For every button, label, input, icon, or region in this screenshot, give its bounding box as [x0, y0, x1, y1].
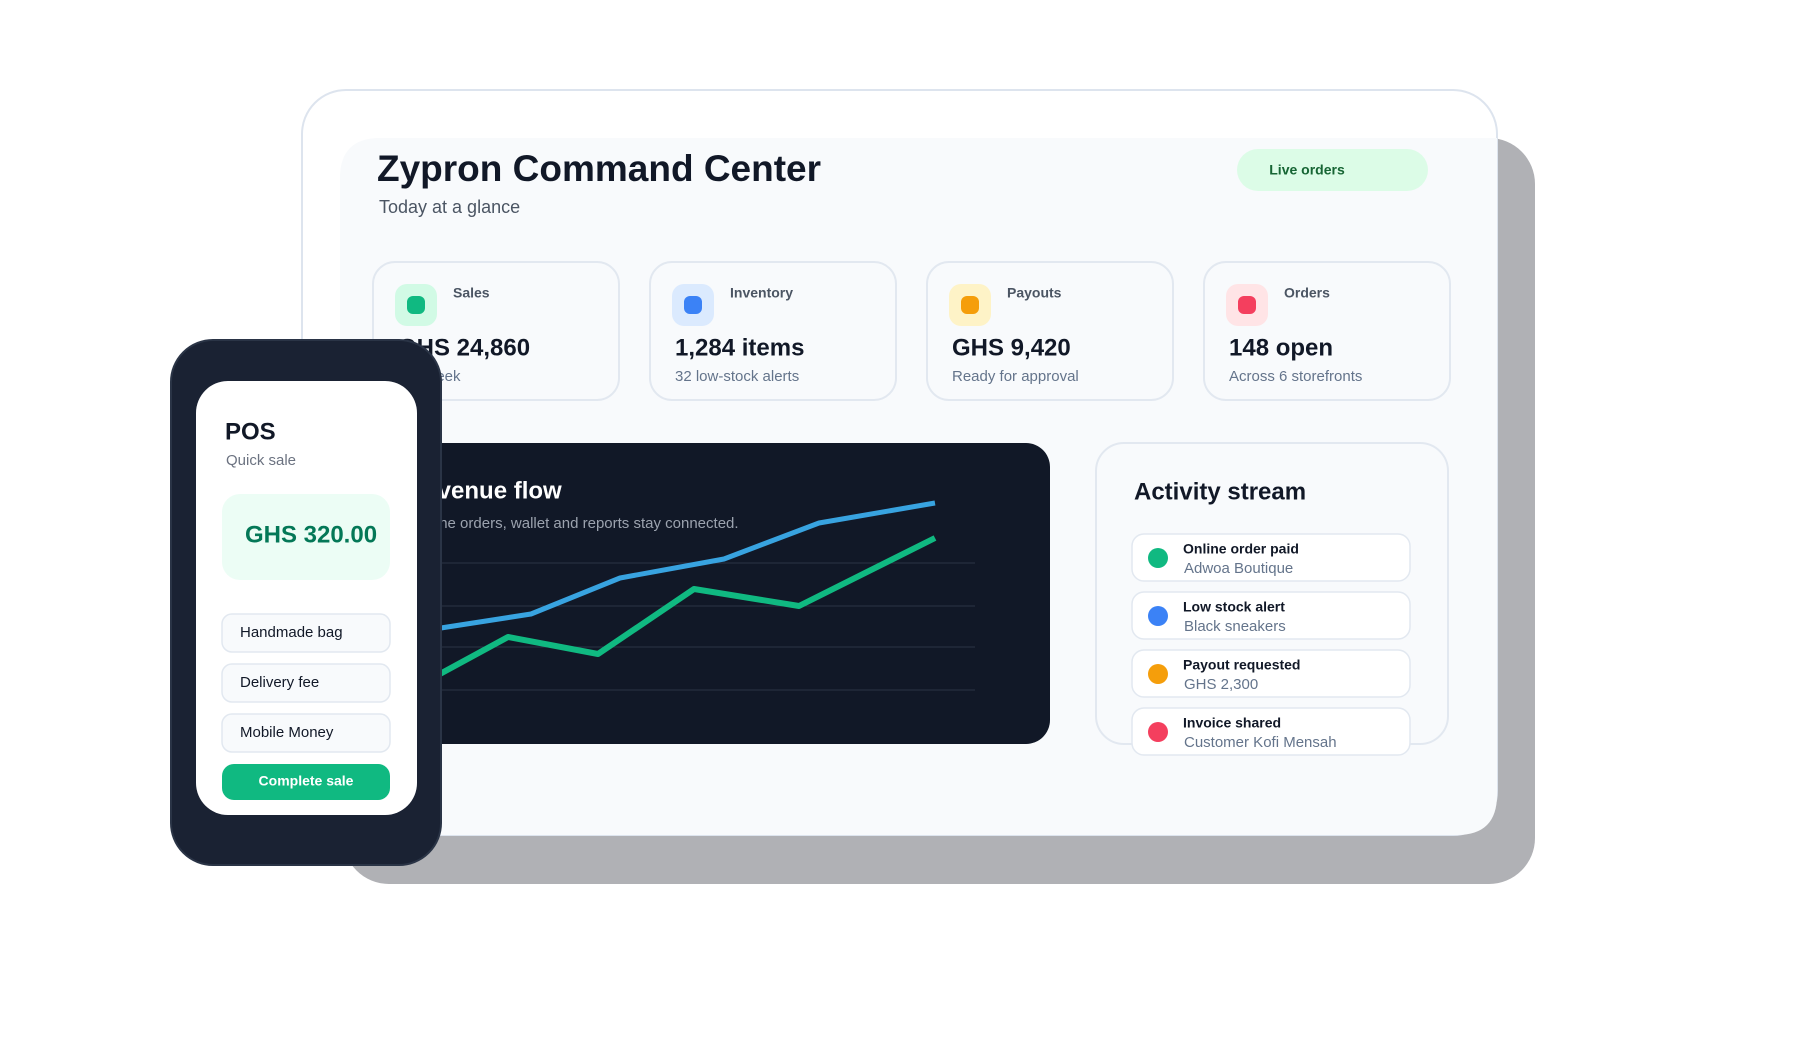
pos-item[interactable]	[221, 663, 391, 703]
pos-item-label: Delivery fee	[240, 674, 319, 691]
pos-item-label: Mobile Money	[240, 724, 334, 741]
pos-item[interactable]	[221, 613, 391, 653]
activity-item-title: Payout requested	[1183, 657, 1300, 673]
activity-item-detail: Black sneakers	[1184, 618, 1286, 635]
activity-dot	[1148, 548, 1168, 568]
pos-items: Handmade bag Delivery fee Mobile Money	[221, 613, 391, 753]
stat-value: 148 open	[1229, 334, 1333, 361]
revenue-line-green	[425, 535, 937, 684]
activity-list: Online order paid Adwoa Boutique Low stock…	[1131, 533, 1411, 756]
stat-icon	[961, 296, 979, 314]
activity-dot	[1148, 664, 1168, 684]
pos-subtitle: Quick sale	[226, 452, 296, 469]
activity-dot	[1148, 606, 1168, 626]
stat-icon	[407, 296, 425, 314]
activity-dot	[1148, 722, 1168, 742]
activity-item[interactable]	[1131, 533, 1411, 582]
pos-amount: GHS 320.00	[245, 521, 377, 548]
revenue-subtitle: Sales, online orders, wallet and reports…	[370, 515, 739, 532]
activity-item-detail: GHS 2,300	[1184, 676, 1258, 693]
revenue-line-blue	[414, 500, 936, 635]
stat-icon	[1238, 296, 1256, 314]
complete-sale-button[interactable]	[222, 764, 390, 800]
phone-screen	[196, 381, 417, 815]
activity-item[interactable]	[1131, 591, 1411, 640]
stat-icon	[684, 296, 702, 314]
activity-title: Activity stream	[1134, 478, 1306, 505]
subtitle: Today at a glance	[379, 197, 520, 217]
activity-item-detail: Customer Kofi Mensah	[1184, 734, 1337, 751]
stat-note: 32 low-stock alerts	[675, 368, 799, 385]
stat-note: Ready for approval	[952, 368, 1079, 385]
stat-note: Across 6 storefronts	[1229, 368, 1362, 385]
title: Zypron Command Center	[377, 148, 821, 189]
activity-item[interactable]	[1131, 707, 1411, 756]
pos-item[interactable]	[221, 713, 391, 753]
activity-item-title: Online order paid	[1183, 541, 1299, 557]
stat-label: Sales	[453, 285, 490, 301]
amount-box	[222, 494, 390, 580]
button-label[interactable]: Complete sale	[259, 773, 354, 789]
activity-item-detail: Adwoa Boutique	[1184, 560, 1293, 577]
stat-label: Payouts	[1007, 285, 1062, 301]
activity-item-title: Low stock alert	[1183, 599, 1285, 615]
live-orders-badge[interactable]	[1237, 149, 1428, 191]
stat-label: Inventory	[730, 285, 793, 301]
pos-title: POS	[225, 418, 276, 445]
badge-label[interactable]: Live orders	[1269, 162, 1345, 178]
activity-item-title: Invoice shared	[1183, 715, 1281, 731]
activity-item[interactable]	[1131, 649, 1411, 698]
stat-label: Orders	[1284, 285, 1330, 301]
stat-value: GHS 9,420	[952, 334, 1071, 361]
stat-value: 1,284 items	[675, 334, 804, 361]
pos-item-label: Handmade bag	[240, 624, 343, 641]
